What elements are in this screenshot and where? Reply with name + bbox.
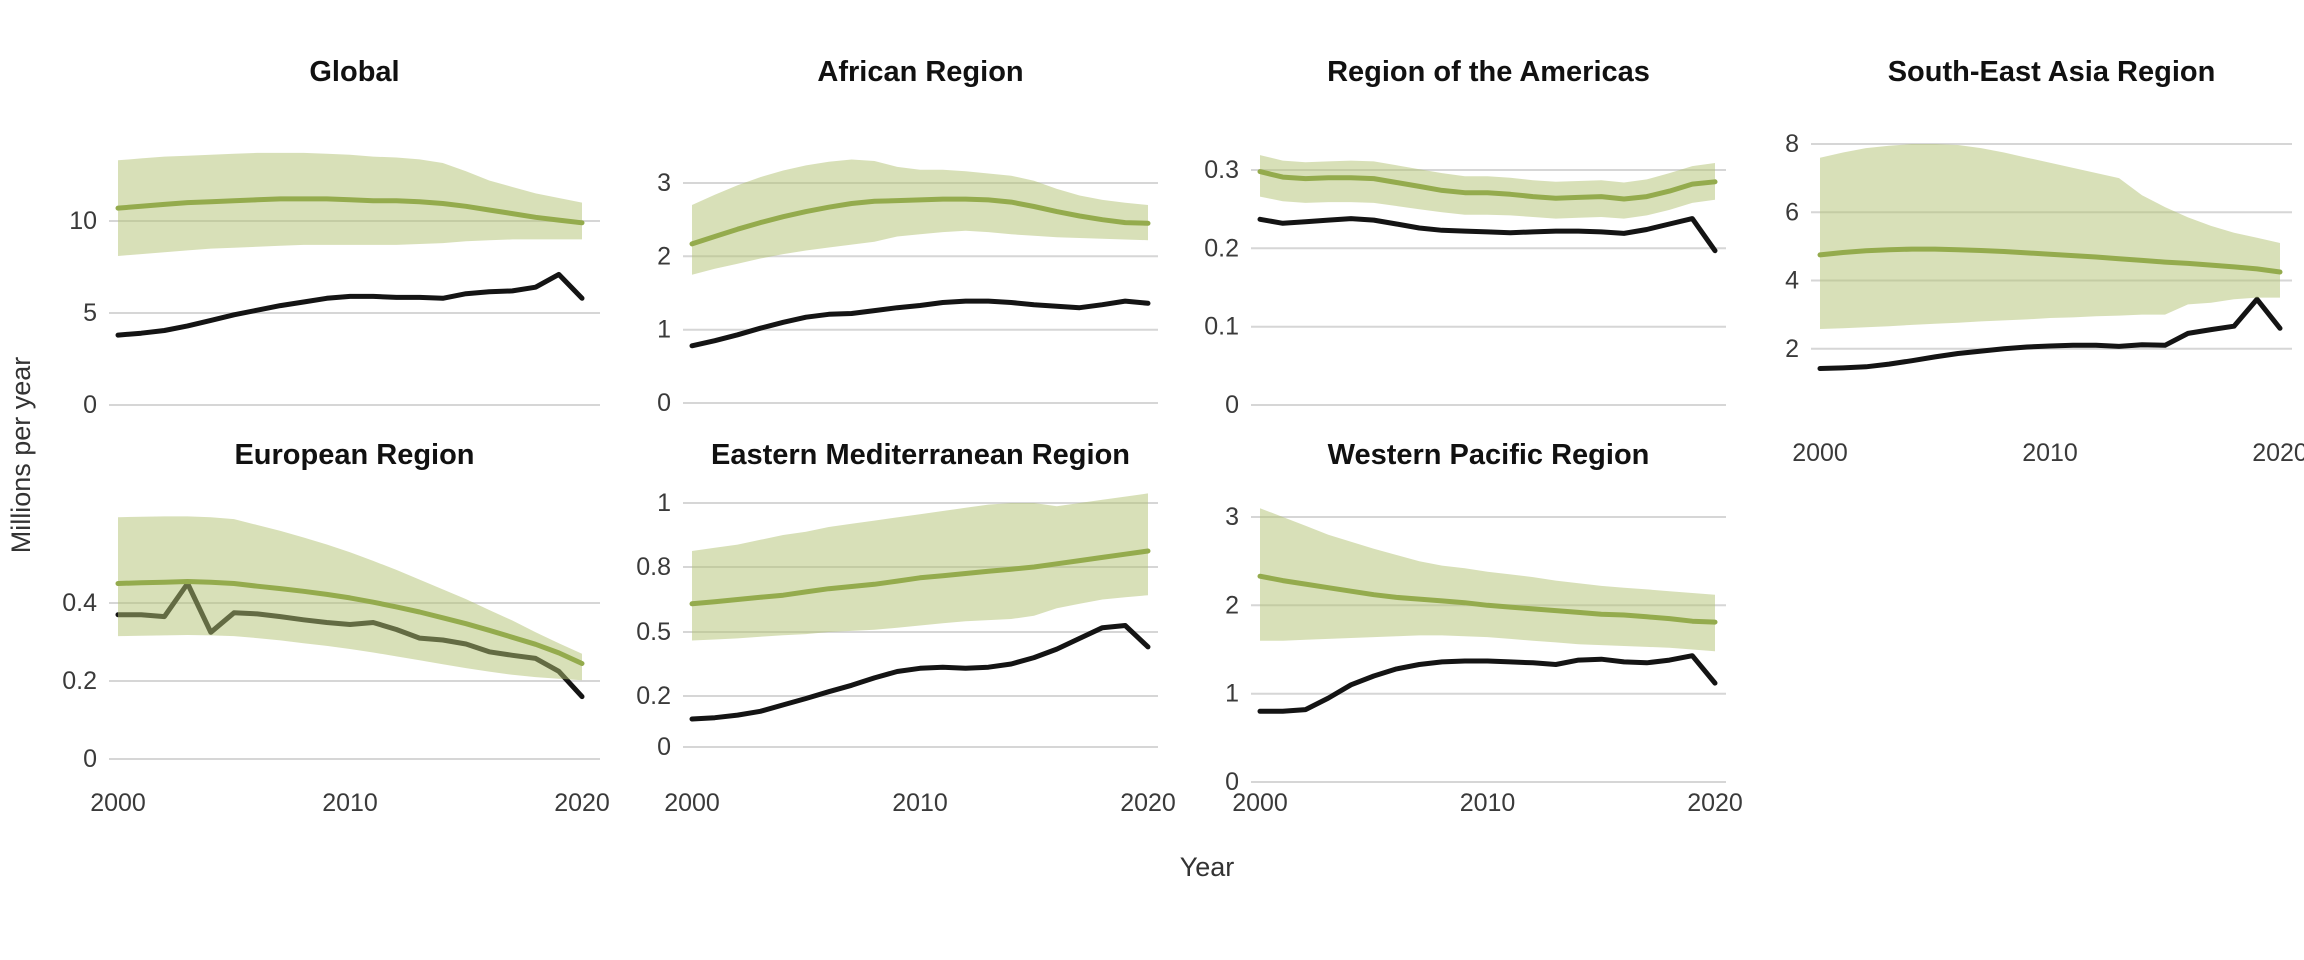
x-tick-label: 2000 xyxy=(664,789,720,817)
y-tick-label: 3 xyxy=(657,169,671,197)
uncertainty-band xyxy=(1260,155,1715,219)
median-line xyxy=(1257,573,1718,625)
y-tick-label: 1 xyxy=(1225,680,1239,708)
y-tick-label: 4 xyxy=(1785,267,1799,295)
y-tick-label: 0 xyxy=(657,733,671,761)
panel-african: 0 1 2 3 African Region xyxy=(657,56,1158,417)
median-line xyxy=(1817,246,2283,275)
x-tick-label: 2000 xyxy=(1232,789,1288,817)
panel-title: Region of the Americas xyxy=(1327,56,1650,88)
x-tick-label: 2000 xyxy=(1792,439,1848,467)
panel-sea: 2 4 6 8 2000 2010 2020 South-East Asia Region xyxy=(1785,56,2304,467)
panel-title: Western Pacific Region xyxy=(1328,439,1650,471)
x-tick-label: 2020 xyxy=(1687,789,1743,817)
median-line xyxy=(115,196,585,226)
uncertainty-band xyxy=(692,159,1148,275)
y-tick-label: 2 xyxy=(1225,591,1239,619)
panel-european: 0 0.2 0.4 2000 2010 2020 European Region xyxy=(62,439,610,817)
uncertainty-band xyxy=(1260,508,1715,652)
panel-title: Eastern Mediterranean Region xyxy=(711,439,1130,471)
x-tick-label: 2010 xyxy=(892,789,948,817)
y-tick-label: 10 xyxy=(69,207,97,235)
estimate-line xyxy=(1257,653,1718,714)
y-tick-label: 0 xyxy=(83,391,97,419)
panel-global: 0 5 10 Global xyxy=(69,56,600,419)
y-tick-label: 0.2 xyxy=(636,682,671,710)
median-line xyxy=(689,548,1151,607)
panel-emed: 0 0.2 0.5 0.8 1 2000 2010 2020 Eastern Mediterra… xyxy=(636,439,1176,817)
x-tick-label: 2010 xyxy=(1460,789,1516,817)
y-tick-label: 0 xyxy=(1225,768,1239,796)
x-axis-label: Year xyxy=(1179,852,1235,882)
y-tick-label: 2 xyxy=(1785,335,1799,363)
panel-title: African Region xyxy=(817,56,1023,88)
panel-americas: 0 0.1 0.2 0.3 Region of the Americas xyxy=(1204,56,1726,419)
y-tick-label: 1 xyxy=(657,316,671,344)
estimate-line xyxy=(1257,216,1718,254)
y-tick-label: 8 xyxy=(1785,130,1799,158)
x-tick-label: 2010 xyxy=(2022,439,2078,467)
y-tick-label: 0 xyxy=(1225,391,1239,419)
panel-title: Global xyxy=(309,56,399,88)
uncertainty-band xyxy=(1820,144,2280,329)
panel-title: South-East Asia Region xyxy=(1888,56,2216,88)
y-tick-label: 0.8 xyxy=(636,553,671,581)
median-line xyxy=(689,196,1151,247)
x-tick-label: 2000 xyxy=(90,789,146,817)
estimate-line xyxy=(1817,296,2283,371)
y-tick-label: 1 xyxy=(657,489,671,517)
y-tick-label: 0.5 xyxy=(636,618,671,646)
estimate-line xyxy=(115,271,585,338)
y-tick-label: 0 xyxy=(83,745,97,773)
panel-title: European Region xyxy=(234,439,474,471)
y-axis-label: Millions per year xyxy=(6,356,36,554)
median-line xyxy=(115,579,585,666)
y-tick-label: 3 xyxy=(1225,503,1239,531)
estimate-line xyxy=(689,298,1151,349)
y-tick-label: 2 xyxy=(657,242,671,270)
x-tick-label: 2020 xyxy=(554,789,610,817)
y-tick-label: 0.3 xyxy=(1204,156,1239,184)
x-tick-label: 2020 xyxy=(1120,789,1176,817)
y-tick-label: 6 xyxy=(1785,198,1799,226)
y-tick-label: 0.4 xyxy=(62,589,97,617)
y-tick-label: 0.2 xyxy=(62,667,97,695)
panel-wpac: 0 1 2 3 2000 2010 2020 Western Pacific Region xyxy=(1225,439,1743,817)
y-tick-label: 0.2 xyxy=(1204,234,1239,262)
median-line xyxy=(1257,169,1718,202)
uncertainty-band xyxy=(692,493,1148,641)
y-tick-label: 0.1 xyxy=(1204,313,1239,341)
x-tick-label: 2020 xyxy=(2252,439,2304,467)
uncertainty-band xyxy=(118,152,582,256)
x-tick-label: 2010 xyxy=(322,789,378,817)
y-tick-label: 5 xyxy=(83,299,97,327)
estimate-line xyxy=(689,623,1151,722)
y-tick-label: 0 xyxy=(657,389,671,417)
